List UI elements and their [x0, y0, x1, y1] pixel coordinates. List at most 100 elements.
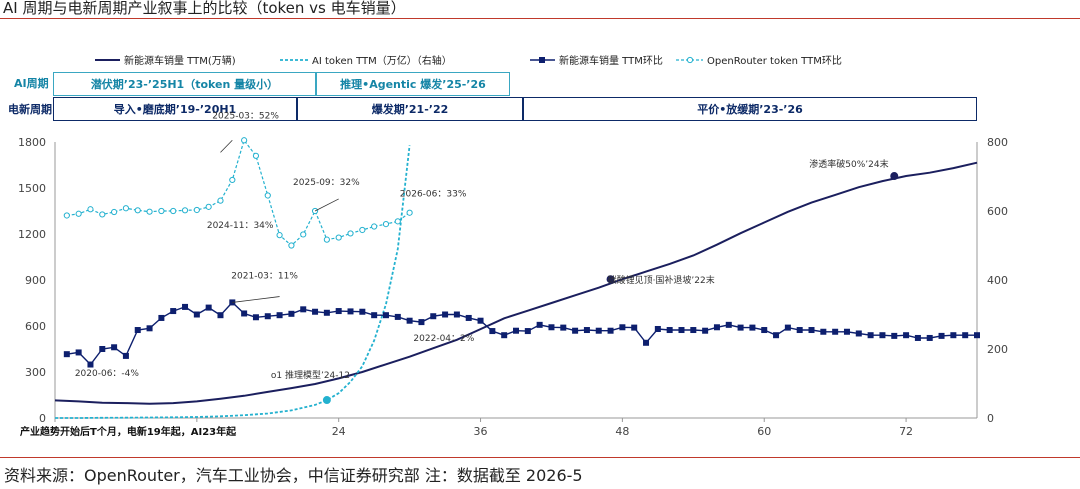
- ev-mom-point: [678, 327, 685, 334]
- y-right-tick-label: 200: [987, 343, 1008, 356]
- ev-mom-point: [99, 346, 106, 352]
- source-rule: [0, 457, 1080, 458]
- ev-mom-point: [962, 332, 969, 339]
- ev-mom-point: [252, 314, 259, 321]
- ev-mom-point: [631, 324, 638, 331]
- ev-mom-point: [347, 308, 354, 315]
- ev-mom-point: [111, 344, 118, 351]
- ev-mom-point: [607, 327, 614, 334]
- ev-mom-point: [182, 303, 189, 310]
- ev-mom-point: [205, 304, 212, 311]
- o1-event-marker: [322, 396, 331, 405]
- ev-mom-point: [524, 328, 531, 335]
- ev-mom-point: [891, 332, 898, 339]
- ev-mom-point: [808, 327, 815, 334]
- token-mom-point: [122, 205, 130, 212]
- ev-mom-point: [323, 309, 330, 316]
- x-tick-label: 48: [615, 425, 629, 438]
- ai-cycle-label: AI周期: [14, 77, 49, 90]
- ev-mom-point: [914, 334, 921, 341]
- ev-mom-point: [737, 324, 744, 331]
- ev-mom-point: [643, 339, 650, 346]
- ev-mom-point: [241, 310, 248, 317]
- ev-mom-point: [843, 328, 850, 335]
- annotation-label: 2022-04：2%: [413, 334, 474, 344]
- token-mom-point: [146, 208, 153, 215]
- legend-label-token-mom: OpenRouter token TTM环比: [707, 55, 842, 67]
- annotation-label: 渗透率破50%’24末: [809, 158, 888, 170]
- ev-mom-point: [548, 324, 555, 331]
- annotation-label: 2026-06：33%: [400, 190, 467, 200]
- ev-mom-point: [713, 324, 720, 331]
- ev-mom-point: [359, 308, 366, 315]
- y-right-tick-label: 0: [987, 412, 994, 425]
- y-left-tick-label: 1800: [18, 136, 46, 149]
- penetration-marker: [890, 172, 899, 181]
- ev-mom-point: [75, 349, 82, 356]
- ev-mom-point: [879, 332, 886, 339]
- ev-mom-point: [855, 330, 862, 337]
- ev-mom-point: [264, 313, 271, 320]
- y-right-tick-label: 400: [987, 274, 1008, 287]
- legend-label-ai-token: AI token TTM（万亿）（右轴）: [312, 54, 452, 67]
- ev-mom-point: [489, 328, 496, 335]
- ev-mom-point: [465, 314, 472, 321]
- ev-mom-point: [477, 317, 484, 324]
- token-mom-point: [371, 223, 378, 230]
- ev-cycle-label: 电新周期: [8, 103, 52, 116]
- x-tick-label: 24: [332, 425, 346, 438]
- ev-mom-point: [560, 324, 567, 331]
- legend-marker-ev-mom: [539, 57, 545, 63]
- ev-phase-parity: 平价•放缓期’23-’26: [523, 97, 977, 121]
- ev-mom-point: [536, 321, 543, 328]
- title-rule: [0, 18, 1080, 19]
- ev-mom-point: [832, 328, 839, 335]
- token-mom-point: [276, 232, 283, 239]
- token-mom-point: [75, 210, 82, 217]
- ev-mom-point: [725, 321, 732, 328]
- ev-mom-point: [938, 332, 945, 339]
- ev-mom-point: [158, 314, 165, 321]
- ev-mom-point: [867, 332, 874, 339]
- annotation-connector: [314, 198, 339, 212]
- ev-mom-point: [146, 325, 153, 332]
- token-mom-point: [229, 176, 236, 184]
- y-left-tick-label: 1500: [18, 182, 46, 195]
- token-mom-point: [264, 192, 271, 199]
- ev-mom-point: [513, 327, 519, 334]
- x-tick-label: 72: [899, 425, 913, 438]
- ev-phase-intro: 导入•磨底期’19-’20H1: [53, 97, 297, 121]
- ev-mom-point: [796, 327, 803, 334]
- ev-mom-point: [501, 332, 508, 339]
- ev-mom-point: [903, 332, 910, 339]
- source-note: 资料来源：OpenRouter，汽车工业协会，中信证券研究部 注：数据截至 20…: [4, 466, 583, 485]
- token-mom-point: [335, 234, 342, 241]
- token-mom-point: [158, 207, 165, 215]
- x-axis-label: 产业趋势开始后T个月，电新19年起，AI23年起: [20, 427, 237, 438]
- ev-mom-point: [122, 352, 129, 359]
- ev-mom-point: [453, 311, 460, 318]
- token-mom-point: [300, 231, 307, 238]
- token-mom-point: [205, 203, 212, 210]
- ev-mom-point: [572, 327, 579, 334]
- annotation-label: 2020-06：-4%: [75, 369, 140, 379]
- ev-mom-point: [382, 312, 389, 319]
- ev-mom-point: [950, 332, 957, 339]
- ev-mom-point: [926, 334, 933, 341]
- token-mom-point: [241, 137, 248, 144]
- ev-phase-burst: 爆发期’21-’22: [297, 97, 523, 121]
- legend-label-ev-sales: 新能源车销量 TTM(万辆): [124, 54, 236, 67]
- legend-marker-token-mom: [686, 56, 694, 64]
- ev-mom-point: [312, 308, 319, 315]
- y-left-tick-label: 300: [25, 366, 46, 379]
- token-mom-point: [217, 197, 224, 204]
- y-left-tick-label: 0: [39, 412, 46, 425]
- lithium-peak-marker: [606, 275, 615, 284]
- y-right-tick-label: 600: [987, 205, 1008, 218]
- chart-title: AI 周期与电新周期产业叙事上的比较（token vs 电车销量）: [3, 0, 406, 17]
- ev-mom-point: [702, 327, 709, 334]
- ev-mom-point: [63, 351, 70, 358]
- ev-mom-point: [654, 325, 661, 332]
- token-mom-point: [99, 211, 106, 218]
- legend-label-ev-mom: 新能源车销量 TTM环比: [559, 54, 663, 67]
